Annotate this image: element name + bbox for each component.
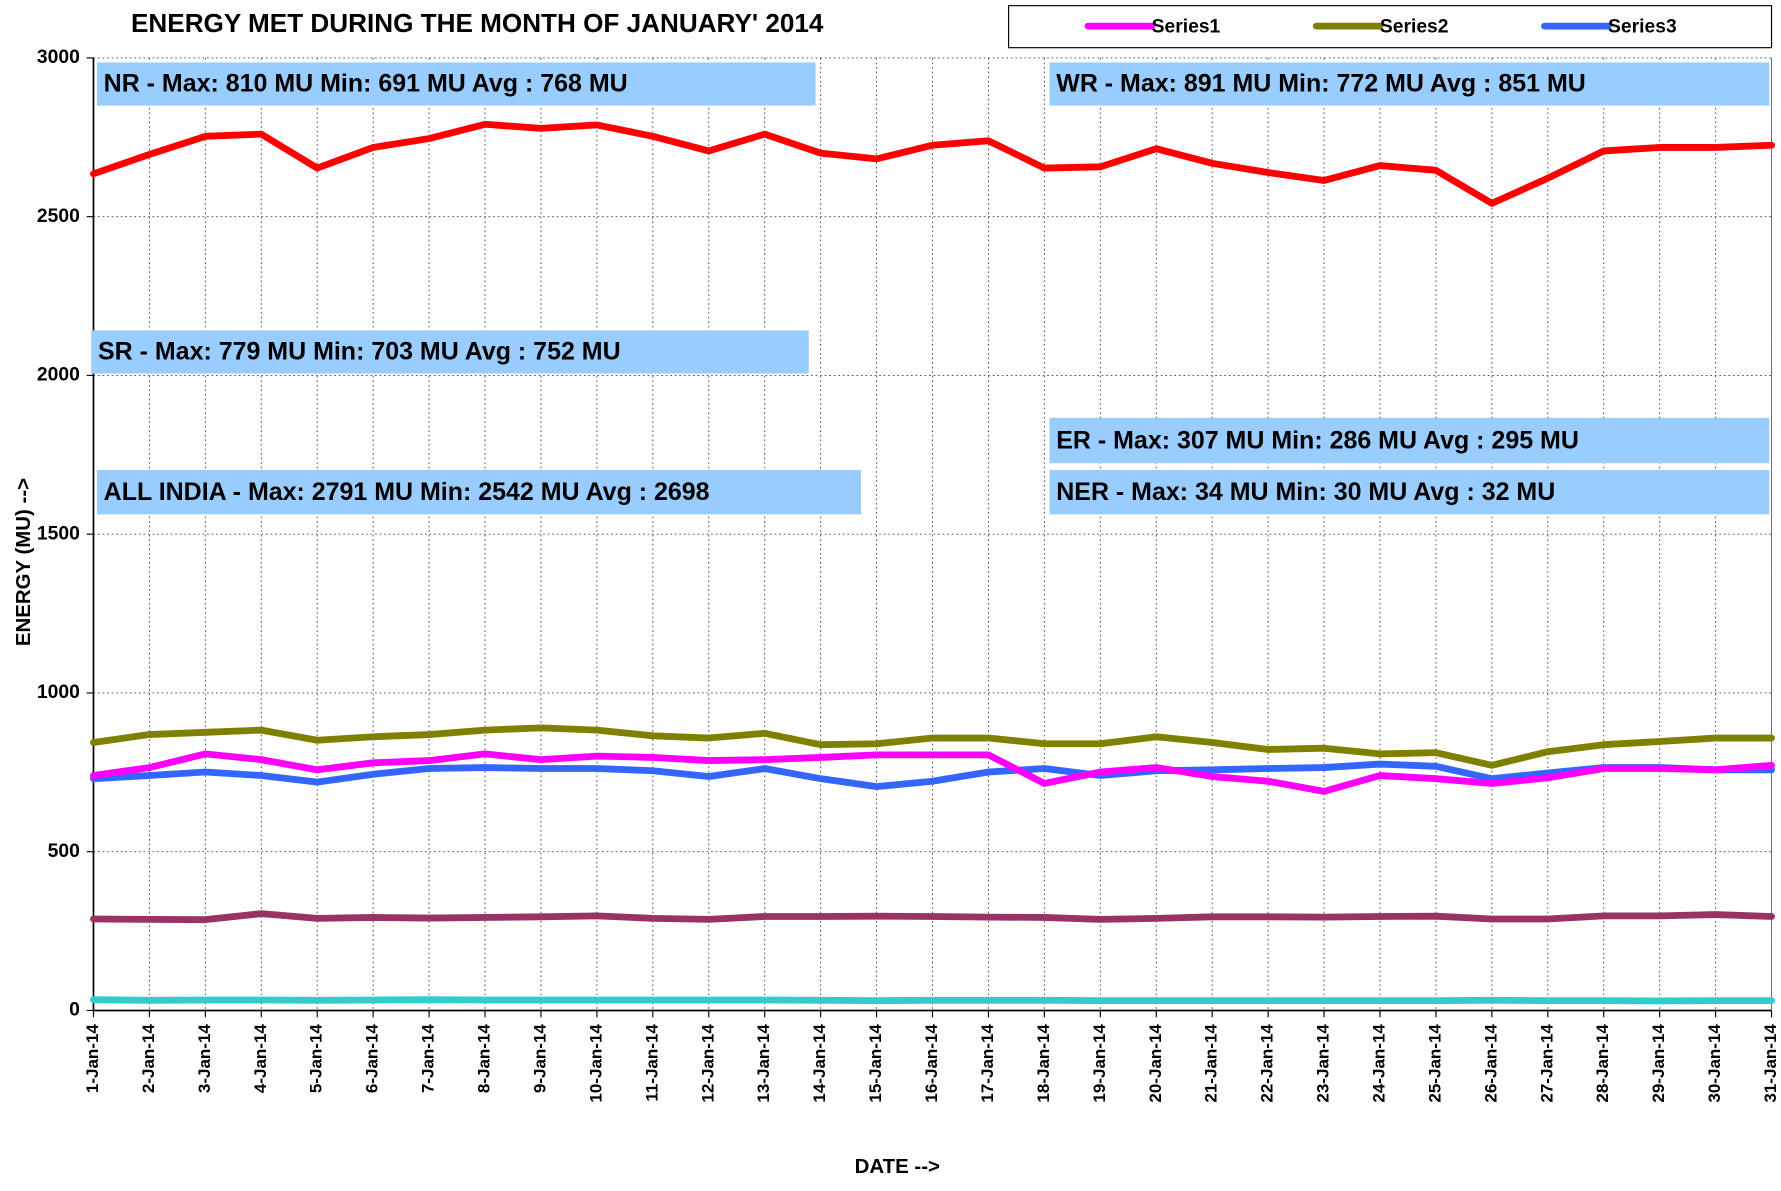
x-tick-label: 15-Jan-14: [866, 1024, 885, 1103]
annotation: NER - Max: 34 MU Min: 30 MU Avg : 32 MU: [1056, 478, 1555, 506]
annotation-box: [1049, 417, 1770, 464]
annotation: ALL INDIA - Max: 2791 MU Min: 2542 MU Av…: [104, 478, 710, 506]
x-tick-label: 29-Jan-14: [1649, 1024, 1668, 1103]
x-tick-label: 22-Jan-14: [1258, 1024, 1277, 1103]
x-tick-label: 3-Jan-14: [195, 1024, 214, 1094]
x-tick-label: 13-Jan-14: [754, 1024, 773, 1103]
x-tick-label: 6-Jan-14: [363, 1024, 382, 1094]
series-line: [90, 910, 1775, 924]
x-tick-label: 4-Jan-14: [251, 1024, 270, 1094]
annotation-box: [96, 62, 816, 106]
y-tick-label: 1500: [37, 523, 80, 544]
x-tick-label: 1-Jan-14: [83, 1024, 102, 1094]
x-tick-label: 7-Jan-14: [419, 1024, 438, 1094]
annotation-box: [1049, 470, 1770, 515]
y-tick-label: 3000: [37, 47, 80, 68]
annotation: SR - Max: 779 MU Min: 703 MU Avg : 752 M…: [98, 338, 621, 366]
y-tick-label: 2000: [37, 365, 80, 386]
x-tick-label: 12-Jan-14: [698, 1024, 717, 1103]
x-axis-label: DATE -->: [855, 1156, 940, 1178]
legend-label: Series2: [1380, 16, 1449, 37]
x-tick-label: 14-Jan-14: [810, 1024, 829, 1103]
x-tick-label: 26-Jan-14: [1481, 1024, 1500, 1103]
annotation-box: [91, 330, 809, 374]
x-tick-label: 21-Jan-14: [1202, 1024, 1221, 1103]
series-line: [90, 120, 1775, 207]
annotation: ER - Max: 307 MU Min: 286 MU Avg : 295 M…: [1056, 426, 1579, 454]
series-line: [90, 760, 1775, 791]
x-tick-label: 10-Jan-14: [586, 1024, 605, 1103]
annotation: NR - Max: 810 MU Min: 691 MU Avg : 768 M…: [104, 70, 628, 98]
x-tick-label: 20-Jan-14: [1146, 1024, 1165, 1103]
series-line: [90, 750, 1775, 795]
x-tick-label: 23-Jan-14: [1314, 1024, 1333, 1103]
y-axis-label: ENERGY (MU) -->: [13, 478, 35, 646]
annotation-box: [96, 470, 861, 515]
x-tick-label: 28-Jan-14: [1593, 1024, 1612, 1103]
x-tick-label: 25-Jan-14: [1425, 1024, 1444, 1103]
x-tick-label: 16-Jan-14: [922, 1024, 941, 1103]
x-tick-label: 19-Jan-14: [1090, 1024, 1109, 1103]
x-tick-label: 5-Jan-14: [307, 1024, 326, 1094]
x-tick-label: 11-Jan-14: [642, 1024, 661, 1102]
series-line: [90, 724, 1775, 769]
x-tick-label: 2-Jan-14: [139, 1024, 158, 1094]
legend-label: Series1: [1152, 16, 1221, 37]
x-tick-label: 17-Jan-14: [978, 1024, 997, 1103]
y-tick-label: 500: [48, 841, 80, 862]
y-tick-label: 1000: [37, 682, 80, 703]
y-tick-label: 0: [69, 1000, 80, 1021]
x-tick-label: 8-Jan-14: [475, 1024, 494, 1094]
chart-title: ENERGY MET DURING THE MONTH OF JANUARY' …: [131, 8, 824, 38]
legend-label: Series3: [1608, 16, 1677, 37]
x-tick-label: 27-Jan-14: [1537, 1024, 1556, 1103]
annotation-box: [1049, 62, 1770, 106]
x-tick-label: 31-Jan-14: [1761, 1024, 1780, 1103]
x-tick-label: 30-Jan-14: [1705, 1024, 1724, 1103]
x-tick-label: 24-Jan-14: [1369, 1024, 1388, 1103]
y-tick-label: 2500: [37, 206, 80, 227]
x-tick-label: 9-Jan-14: [530, 1024, 549, 1094]
annotation: WR - Max: 891 MU Min: 772 MU Avg : 851 M…: [1056, 70, 1586, 98]
series-line: [90, 996, 1775, 1005]
x-tick-label: 18-Jan-14: [1034, 1024, 1053, 1103]
